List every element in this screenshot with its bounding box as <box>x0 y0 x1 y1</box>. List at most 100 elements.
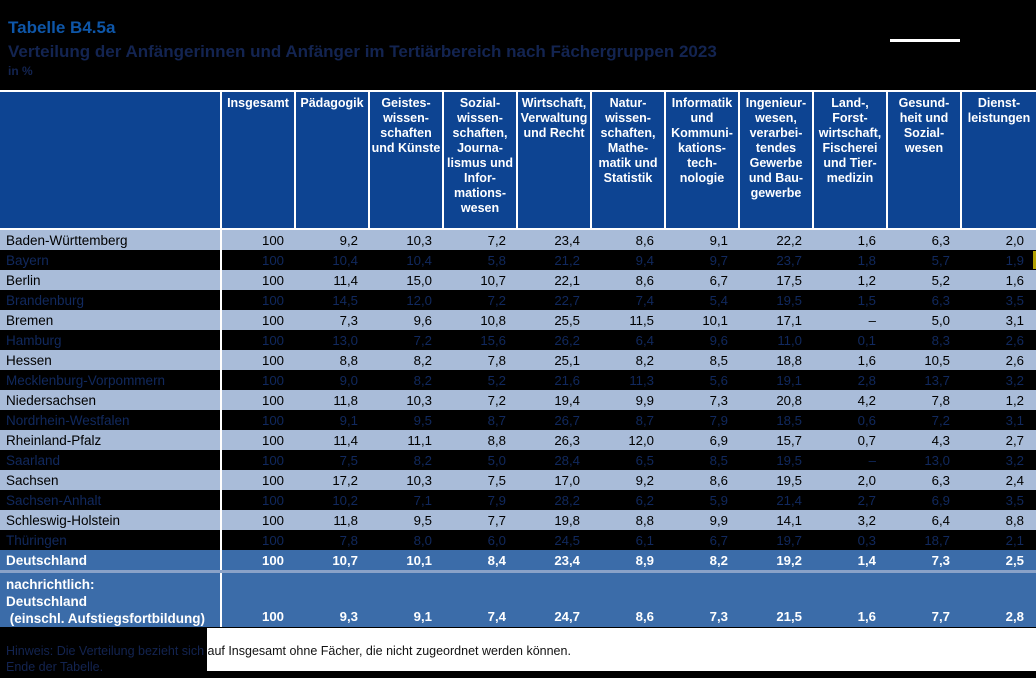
value-cell: 10,4 <box>406 252 432 268</box>
value-cell: 19,5 <box>776 472 802 488</box>
value-cell: 7,3 <box>709 392 728 408</box>
value-cell: 11,8 <box>333 512 358 528</box>
value-cell: 7,7 <box>931 609 950 624</box>
table-header-row: Insgesamt Pädagogik Geistes- wissen- schaf… <box>0 90 1036 230</box>
value-cell: 6,4 <box>635 332 654 348</box>
value-cell: 2,8 <box>1005 609 1024 624</box>
value-cell: 9,6 <box>709 332 728 348</box>
table-row: Nordrhein-Westfalen 100 9,1 9,5 8,7 26,7 8,7 7,… <box>0 410 1036 430</box>
value-cell: 8,9 <box>635 552 654 568</box>
value-cell: 19,7 <box>776 532 802 548</box>
value-cell: 11,5 <box>629 312 654 328</box>
value-cell: 5,0 <box>931 312 950 328</box>
value-cell: 8,2 <box>413 352 432 368</box>
value-cell: 0,1 <box>857 332 876 348</box>
row-label: Hessen <box>0 350 222 370</box>
value-cell: 28,4 <box>554 452 580 468</box>
value-cell: 6,7 <box>709 532 728 548</box>
value-cell: 7,3 <box>709 609 728 624</box>
value-cell: 11,4 <box>333 432 358 448</box>
row-label: Nordrhein-Westfalen <box>0 410 222 430</box>
value-cell: 11,3 <box>629 372 654 388</box>
value-cell: 2,0 <box>1005 232 1024 248</box>
value-cell: 7,9 <box>709 412 728 428</box>
value-cell: 8,6 <box>635 232 654 248</box>
value-cell: 4,3 <box>931 432 950 448</box>
value-cell: 2,0 <box>857 472 876 488</box>
value-cell: 14,5 <box>332 292 358 308</box>
value-cell: 1,5 <box>857 292 876 308</box>
table-row: Sachsen-Anhalt 100 10,2 7,1 7,9 28,2 6,2 5,9 21,… <box>0 490 1036 510</box>
row-label: Niedersachsen <box>0 390 222 410</box>
value-cell: 3,2 <box>1005 372 1024 388</box>
row-label: Schleswig-Holstein <box>0 510 222 530</box>
value-cell: 100 <box>261 532 284 548</box>
table-title: Verteilung der Anfängerinnen und Anfänge… <box>8 42 717 61</box>
value-cell: 5,4 <box>709 292 728 308</box>
value-cell: 13,7 <box>924 372 950 388</box>
value-cell: 4,2 <box>857 392 876 408</box>
value-cell: 100 <box>261 352 284 368</box>
value-cell: 23,4 <box>554 232 580 248</box>
value-cell: 6,3 <box>931 232 950 248</box>
value-cell: 7,2 <box>487 292 506 308</box>
column-header: Gesund- heit und Sozial- wesen <box>888 92 962 228</box>
table-row: Sachsen 100 17,2 10,3 7,5 17,0 9,2 8,6 19,5 2,0 6,… <box>0 470 1036 490</box>
value-cell: 15,7 <box>776 432 802 448</box>
row-label: Hamburg <box>0 330 222 350</box>
yellow-marker <box>1033 251 1036 269</box>
value-cell: – <box>868 452 876 468</box>
value-cell: 6,0 <box>487 532 506 548</box>
value-cell: 15,0 <box>406 272 432 288</box>
value-cell: 9,3 <box>339 609 358 624</box>
memo-row-label: nachrichtlich: Deutschland (einschl. Auf… <box>0 573 222 627</box>
value-cell: 23,7 <box>776 252 802 268</box>
value-cell: 9,1 <box>413 609 432 624</box>
value-cell: 7,3 <box>339 312 358 328</box>
value-cell: 2,7 <box>857 492 876 508</box>
value-cell: 10,3 <box>406 472 432 488</box>
column-header: Wirtschaft, Verwaltung und Recht <box>518 92 592 228</box>
value-cell: 23,4 <box>554 552 580 568</box>
column-header: Sozial- wissen- schaften, Journa- lismus… <box>444 92 518 228</box>
value-cell: 12,0 <box>406 292 432 308</box>
value-cell: 25,1 <box>554 352 580 368</box>
value-cell: 19,2 <box>776 552 802 568</box>
value-cell: 7,7 <box>487 512 506 528</box>
column-header: Geistes- wissen- schaften und Künste <box>370 92 444 228</box>
column-header: Pädagogik <box>296 92 370 228</box>
table-row: Schleswig-Holstein 100 11,8 9,5 7,7 19,8 8,8 9,… <box>0 510 1036 530</box>
value-cell: 14,1 <box>776 512 802 528</box>
value-cell: 2,4 <box>1005 472 1024 488</box>
value-cell: 8,8 <box>487 432 506 448</box>
table-row: Hessen 100 8,8 8,2 7,8 25,1 8,2 8,5 18,8 1,6 10,5 2… <box>0 350 1036 370</box>
value-cell: 8,5 <box>709 452 728 468</box>
value-cell: 9,0 <box>339 372 358 388</box>
table-row: Bremen 100 7,3 9,6 10,8 25,5 11,5 10,1 17,1 – 5,0 3… <box>0 310 1036 330</box>
value-cell: 6,7 <box>709 272 728 288</box>
value-cell: 24,7 <box>554 609 580 624</box>
value-cell: 26,7 <box>554 412 580 428</box>
value-cell: 18,5 <box>776 412 802 428</box>
value-cell: 1,2 <box>857 272 876 288</box>
value-cell: 100 <box>261 392 284 408</box>
table-row: Bayern 100 10,4 10,4 5,8 21,2 9,4 9,7 23,7 1,8 5,7… <box>0 250 1036 270</box>
row-label: Mecklenburg-Vorpommern <box>0 370 222 390</box>
value-cell: 7,2 <box>487 392 506 408</box>
value-cell: 0,3 <box>857 532 876 548</box>
value-cell: 9,1 <box>709 232 728 248</box>
value-cell: 8,2 <box>413 452 432 468</box>
value-cell: 10,7 <box>332 552 358 568</box>
value-cell: 7,4 <box>487 609 506 624</box>
value-cell: 8,6 <box>635 272 654 288</box>
value-cell: 12,0 <box>628 432 654 448</box>
footnote-highlight-box: Hinweis: Die Verteilung bezieht sich auf… <box>207 628 1036 671</box>
value-cell: 6,4 <box>931 512 950 528</box>
table-row: Hamburg 100 13,0 7,2 15,6 26,2 6,4 9,6 11,0 0,1 8,… <box>0 330 1036 350</box>
column-header: Informatik und Kommuni- kations- tech- n… <box>666 92 740 228</box>
row-label: Sachsen-Anhalt <box>0 490 222 510</box>
value-cell: 19,5 <box>776 292 802 308</box>
value-cell: 100 <box>261 272 284 288</box>
table-row: Berlin 100 11,4 15,0 10,7 22,1 8,6 6,7 17,5 1,2 5,… <box>0 270 1036 290</box>
value-cell: 22,1 <box>554 272 580 288</box>
